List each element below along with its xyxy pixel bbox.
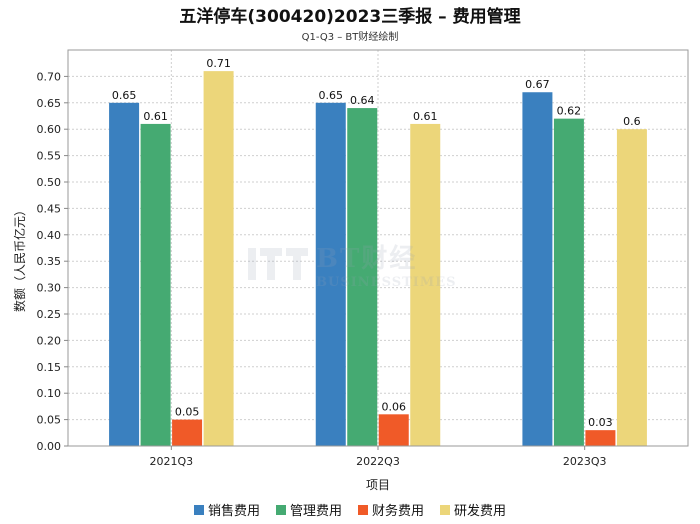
y-tick-label: 0.00 — [37, 440, 62, 453]
legend-label: 管理费用 — [289, 504, 342, 519]
x-tick-label: 2022Q3 — [356, 455, 400, 468]
bar-value-label: 0.65 — [319, 89, 344, 102]
bars: 0.65 0.61 0.05 0.71 0.65 0.64 0.06 0.61 0.67 0.62… — [109, 57, 647, 447]
watermark: BT财经 BUSINESSTIMES — [246, 238, 457, 290]
y-tick-label: 0.15 — [37, 361, 62, 374]
axes: 0.00 0.05 0.10 0.15 0.20 0.25 0.30 0.35 0.40 0.45… — [37, 49, 689, 468]
bt-logo-icon — [246, 244, 310, 284]
bar-value-label: 0.64 — [350, 94, 375, 107]
legend: 销售费用 管理费用 财务费用 研发费用 — [0, 500, 700, 519]
y-tick-label: 0.20 — [37, 334, 62, 347]
bar-value-label: 0.67 — [525, 78, 550, 91]
bar-value-label: 0.61 — [143, 110, 168, 123]
legend-item: 财务费用 — [358, 500, 424, 519]
y-tick-label: 0.05 — [37, 414, 62, 427]
legend-label: 研发费用 — [454, 504, 507, 519]
bar-value-label: 0.61 — [413, 110, 438, 123]
y-axis-title: 数额（人民币亿元） — [12, 204, 27, 312]
bar-value-label: 0.65 — [112, 89, 137, 102]
legend-item: 研发费用 — [440, 500, 506, 519]
bar — [585, 430, 616, 446]
bar — [140, 123, 171, 447]
y-tick-label: 0.60 — [37, 123, 62, 136]
y-tick-label: 0.55 — [37, 150, 62, 163]
bar — [109, 102, 140, 447]
y-tick-label: 0.40 — [37, 229, 62, 242]
bar-value-label: 0.06 — [382, 400, 407, 413]
bar — [553, 118, 584, 446]
legend-label: 财务费用 — [372, 504, 425, 519]
legend-swatch — [358, 504, 368, 515]
chart-subtitle: Q1-Q3 – BT财经绘制 — [301, 32, 399, 43]
bar — [410, 123, 441, 447]
legend-swatch — [275, 504, 286, 515]
bar — [616, 129, 647, 446]
bar-value-label: 0.6 — [623, 115, 641, 128]
x-tick-label: 2023Q3 — [563, 455, 607, 468]
y-tick-label: 0.25 — [37, 308, 62, 321]
legend-swatch — [440, 504, 451, 515]
bar — [315, 102, 346, 447]
bar — [522, 92, 553, 447]
watermark-cn: BT财经 — [316, 244, 418, 274]
legend-swatch — [193, 504, 204, 515]
x-tick-label: 2021Q3 — [150, 455, 194, 468]
bar-value-label: 0.05 — [175, 406, 200, 419]
y-tick-label: 0.65 — [37, 97, 62, 110]
y-tick-label: 0.30 — [37, 282, 62, 295]
y-tick-label: 0.45 — [37, 202, 62, 215]
y-tick-label: 0.35 — [37, 255, 62, 268]
bar — [347, 108, 378, 446]
bar — [203, 71, 234, 447]
chart-title: 五洋停车(300420)2023三季报 – 费用管理 — [179, 7, 521, 27]
bar-value-label: 0.62 — [557, 105, 582, 118]
legend-label: 销售费用 — [207, 504, 260, 519]
y-tick-label: 0.50 — [37, 176, 62, 189]
legend-item: 销售费用 — [193, 500, 260, 519]
bar — [378, 414, 409, 446]
bar-value-label: 0.71 — [206, 57, 231, 70]
bar — [172, 419, 203, 446]
watermark-en: BUSINESSTIMES — [316, 275, 457, 290]
x-axis-title: 项目 — [366, 478, 390, 492]
y-tick-label: 0.70 — [37, 70, 62, 83]
legend-item: 管理费用 — [275, 500, 342, 519]
bar-value-label: 0.03 — [588, 416, 613, 429]
y-tick-label: 0.10 — [37, 387, 62, 400]
